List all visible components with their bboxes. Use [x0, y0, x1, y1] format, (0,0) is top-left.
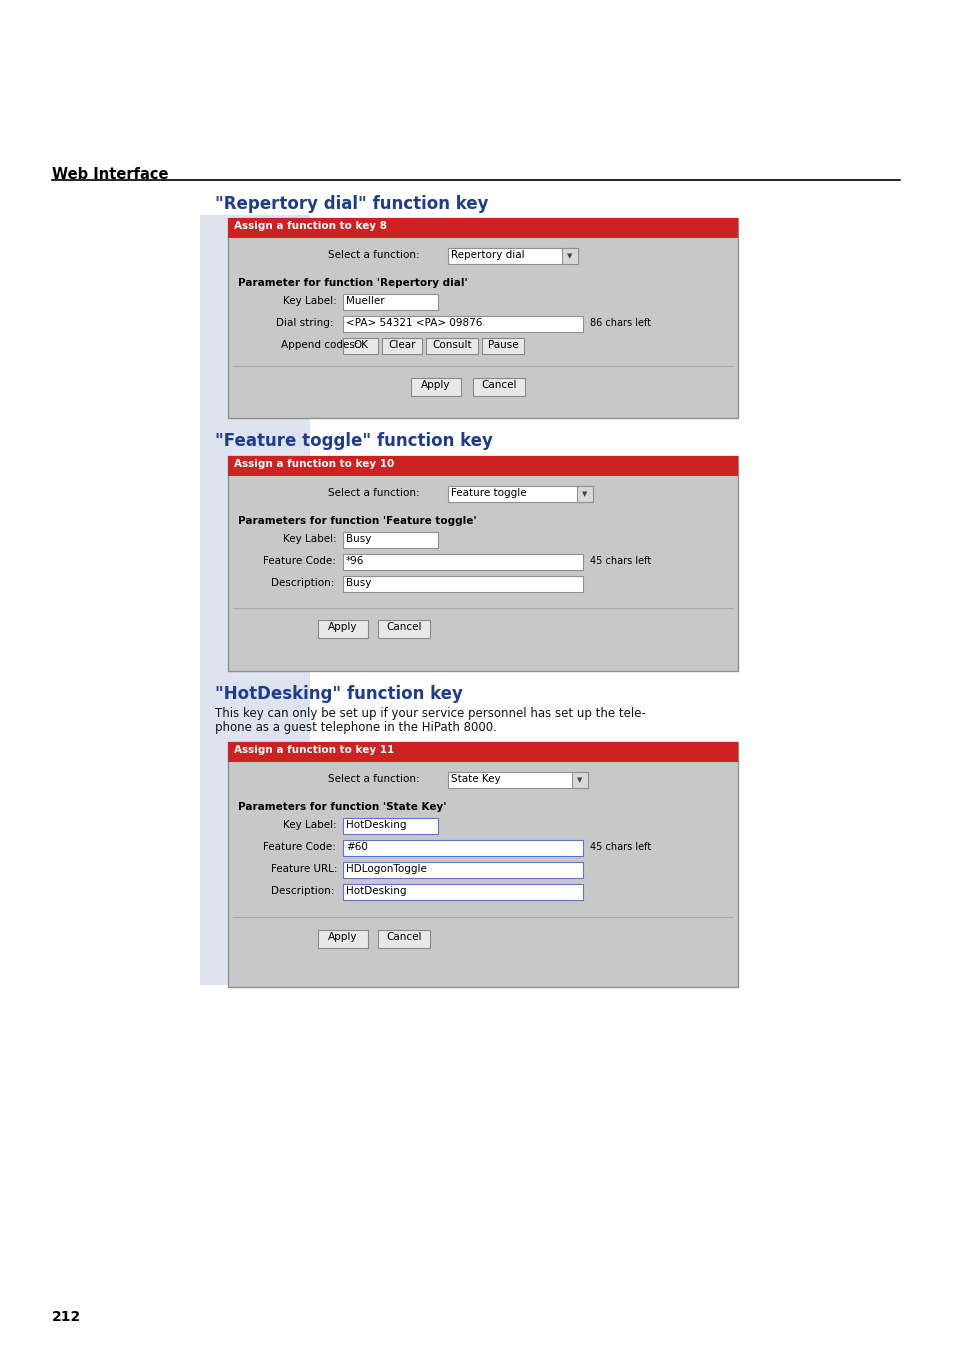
- Bar: [577, 486, 593, 503]
- Text: Consult: Consult: [432, 340, 472, 350]
- Bar: [228, 457, 738, 476]
- Text: Description:: Description:: [271, 886, 334, 896]
- Text: Feature Code:: Feature Code:: [263, 557, 335, 566]
- Bar: [481, 338, 523, 354]
- Text: "HotDesking" function key: "HotDesking" function key: [214, 685, 462, 703]
- Bar: [343, 295, 437, 309]
- Text: Busy: Busy: [346, 578, 371, 588]
- Text: Assign a function to key 11: Assign a function to key 11: [233, 744, 394, 755]
- Text: HDLogonToggle: HDLogonToggle: [346, 865, 426, 874]
- Bar: [411, 378, 460, 396]
- Bar: [448, 486, 593, 503]
- Text: Apply: Apply: [328, 932, 357, 942]
- Text: <PA> 54321 <PA> 09876: <PA> 54321 <PA> 09876: [346, 317, 482, 328]
- Text: 45 chars left: 45 chars left: [589, 557, 651, 566]
- Text: Feature URL:: Feature URL:: [271, 865, 337, 874]
- Bar: [343, 884, 582, 900]
- Text: Cancel: Cancel: [386, 932, 421, 942]
- Text: Select a function:: Select a function:: [328, 774, 419, 784]
- Bar: [343, 862, 582, 878]
- Bar: [228, 457, 738, 671]
- Bar: [317, 620, 368, 638]
- Text: Key Label:: Key Label:: [283, 296, 336, 305]
- Bar: [343, 554, 582, 570]
- Text: Pause: Pause: [487, 340, 517, 350]
- Text: Feature Code:: Feature Code:: [263, 842, 335, 852]
- Text: Dial string:: Dial string:: [275, 317, 334, 328]
- Bar: [561, 249, 578, 263]
- Bar: [228, 218, 738, 238]
- Bar: [448, 771, 587, 788]
- Text: phone as a guest telephone in the HiPath 8000.: phone as a guest telephone in the HiPath…: [214, 721, 497, 734]
- Bar: [381, 338, 421, 354]
- Text: Append codes:: Append codes:: [281, 340, 358, 350]
- Bar: [343, 576, 582, 592]
- Text: "Feature toggle" function key: "Feature toggle" function key: [214, 432, 493, 450]
- Bar: [343, 817, 437, 834]
- Text: Parameters for function 'Feature toggle': Parameters for function 'Feature toggle': [237, 516, 476, 526]
- Text: ▼: ▼: [581, 490, 587, 497]
- Text: Cancel: Cancel: [386, 621, 421, 632]
- Text: Apply: Apply: [421, 380, 450, 390]
- Text: Select a function:: Select a function:: [328, 250, 419, 259]
- Bar: [377, 929, 430, 948]
- Text: HotDesking: HotDesking: [346, 886, 406, 896]
- Text: Busy: Busy: [346, 534, 371, 544]
- Text: Assign a function to key 10: Assign a function to key 10: [233, 459, 394, 469]
- Text: State Key: State Key: [451, 774, 500, 784]
- Text: Parameter for function 'Repertory dial': Parameter for function 'Repertory dial': [237, 278, 467, 288]
- Text: ▼: ▼: [577, 777, 582, 784]
- Text: Web Interface: Web Interface: [52, 168, 169, 182]
- Text: Parameters for function 'State Key': Parameters for function 'State Key': [237, 802, 446, 812]
- Text: Feature toggle: Feature toggle: [451, 488, 526, 499]
- Text: Select a function:: Select a function:: [328, 488, 419, 499]
- Bar: [426, 338, 477, 354]
- Text: "Repertory dial" function key: "Repertory dial" function key: [214, 195, 488, 213]
- Bar: [343, 316, 582, 332]
- Bar: [343, 532, 437, 549]
- Text: HotDesking: HotDesking: [346, 820, 406, 830]
- Text: Key Label:: Key Label:: [283, 820, 336, 830]
- Text: This key can only be set up if your service personnel has set up the tele-: This key can only be set up if your serv…: [214, 707, 645, 720]
- Text: Key Label:: Key Label:: [283, 534, 336, 544]
- Bar: [200, 215, 310, 985]
- Bar: [343, 840, 582, 857]
- Bar: [317, 929, 368, 948]
- Text: Assign a function to key 8: Assign a function to key 8: [233, 222, 387, 231]
- Text: Description:: Description:: [271, 578, 334, 588]
- Bar: [377, 620, 430, 638]
- Text: Mueller: Mueller: [346, 296, 384, 305]
- Text: OK: OK: [353, 340, 368, 350]
- Bar: [228, 742, 738, 988]
- Text: Apply: Apply: [328, 621, 357, 632]
- Bar: [343, 338, 377, 354]
- Text: Cancel: Cancel: [480, 380, 517, 390]
- Bar: [228, 742, 738, 762]
- Text: Clear: Clear: [388, 340, 416, 350]
- Bar: [228, 218, 738, 417]
- Text: Repertory dial: Repertory dial: [451, 250, 524, 259]
- Bar: [473, 378, 524, 396]
- Text: ▼: ▼: [567, 253, 572, 259]
- Text: 45 chars left: 45 chars left: [589, 842, 651, 852]
- Bar: [448, 249, 578, 263]
- Text: 212: 212: [52, 1310, 81, 1324]
- Text: 86 chars left: 86 chars left: [589, 317, 651, 328]
- Text: *96: *96: [346, 557, 364, 566]
- Text: #60: #60: [346, 842, 368, 852]
- Bar: [572, 771, 587, 788]
